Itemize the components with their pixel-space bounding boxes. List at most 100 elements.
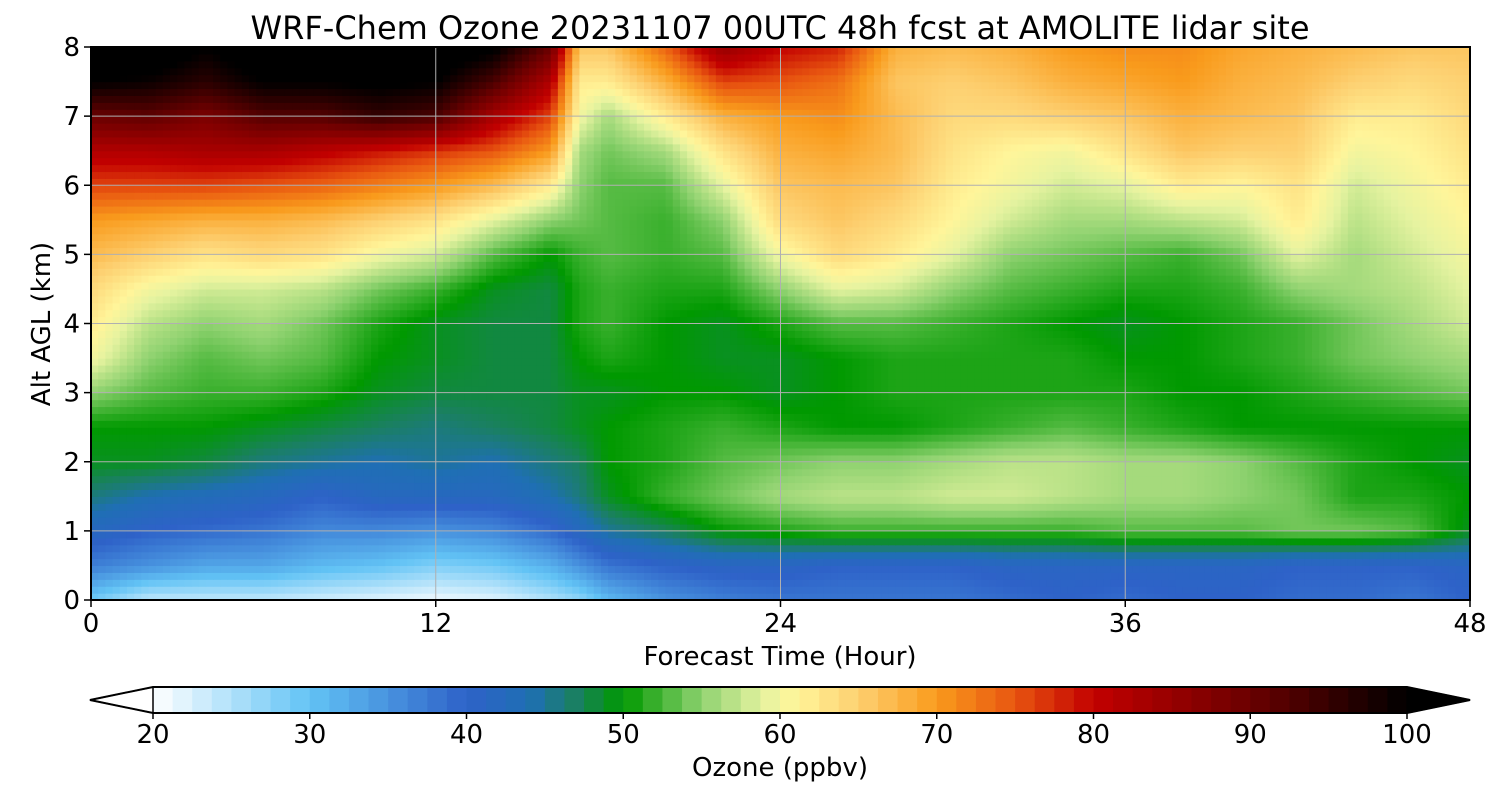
heatmap-cell (687, 503, 695, 511)
heatmap-cell (600, 537, 609, 546)
heatmap-cell (1455, 447, 1464, 456)
heatmap-cell (414, 468, 422, 477)
heatmap-cell (744, 420, 753, 428)
heatmap-cell (974, 496, 983, 504)
heatmap-cell (1060, 530, 1069, 539)
heatmap-cell (744, 565, 753, 573)
heatmap-cell (651, 523, 659, 532)
heatmap-cell (198, 565, 207, 573)
heatmap-cell (1247, 551, 1256, 560)
heatmap-cell (270, 530, 279, 539)
heatmap-cell (708, 454, 717, 463)
heatmap-cell (873, 434, 882, 442)
heatmap-cell (198, 475, 207, 484)
heatmap-cell (629, 544, 638, 553)
heatmap-cell (730, 558, 738, 567)
heatmap-cell (306, 420, 315, 428)
heatmap-cell (1333, 461, 1342, 470)
heatmap-cell (909, 434, 918, 442)
heatmap-cell (1003, 579, 1011, 587)
heatmap-cell (1182, 482, 1191, 490)
heatmap-cell (1340, 475, 1349, 484)
heatmap-cell (1024, 544, 1033, 553)
heatmap-cell (995, 475, 1004, 484)
heatmap-cell (1053, 496, 1062, 504)
heatmap-cell (292, 461, 300, 470)
heatmap-cell (213, 523, 221, 532)
heatmap-cell (773, 551, 782, 560)
heatmap-cell (1110, 593, 1119, 600)
heatmap-cell (1434, 530, 1442, 539)
heatmap-cell (363, 447, 372, 456)
heatmap-cell (1390, 586, 1399, 594)
heatmap-cell (672, 544, 681, 553)
heatmap-cell (586, 503, 595, 511)
heatmap-cell (162, 523, 171, 532)
heatmap-cell (356, 544, 365, 553)
heatmap-cell (902, 489, 911, 497)
heatmap-cell (1074, 586, 1083, 594)
heatmap-cell (363, 558, 372, 567)
heatmap-cell (1110, 427, 1119, 435)
heatmap-cell (658, 434, 667, 442)
heatmap-cell (284, 447, 293, 456)
heatmap-cell (205, 468, 214, 477)
heatmap-cell (1405, 461, 1414, 470)
heatmap-cell (1290, 551, 1299, 560)
heatmap-cell (1247, 586, 1256, 594)
heatmap-cell (112, 572, 121, 580)
heatmap-cell (177, 586, 185, 594)
heatmap-cell (392, 551, 401, 560)
heatmap-cell (708, 461, 717, 470)
heatmap-cell (1139, 537, 1148, 546)
heatmap-cell (579, 510, 588, 518)
heatmap-cell (744, 572, 753, 580)
heatmap-cell (378, 558, 387, 567)
heatmap-cell (1383, 427, 1392, 435)
heatmap-cell (1197, 489, 1205, 497)
heatmap-cell (170, 517, 178, 525)
heatmap-cell (636, 454, 645, 463)
heatmap-cell (1405, 530, 1414, 539)
heatmap-cell (349, 503, 358, 511)
heatmap-cell (543, 503, 552, 511)
heatmap-cell (220, 420, 229, 428)
heatmap-cell (1039, 558, 1047, 567)
heatmap-cell (105, 489, 114, 497)
heatmap-cell (1060, 537, 1069, 546)
heatmap-cell (1362, 510, 1371, 518)
heatmap-cell (1333, 475, 1342, 484)
heatmap-cell (1247, 544, 1256, 553)
heatmap-cell (1240, 523, 1248, 532)
heatmap-cell (1197, 447, 1205, 456)
heatmap-cell (177, 579, 185, 587)
heatmap-cell (1232, 420, 1241, 428)
heatmap-cell (881, 434, 889, 442)
heatmap-cell (335, 593, 343, 600)
heatmap-cell (1398, 496, 1406, 504)
heatmap-cell (529, 468, 537, 477)
heatmap-cell (766, 468, 774, 477)
heatmap-cell (371, 420, 379, 428)
heatmap-cell (672, 593, 681, 600)
heatmap-cell (1448, 489, 1457, 497)
heatmap-cell (1161, 510, 1169, 518)
heatmap-cell (126, 551, 135, 560)
heatmap-cell (536, 503, 545, 511)
heatmap-cell (1419, 454, 1428, 463)
heatmap-cell (888, 461, 897, 470)
heatmap-cell (565, 510, 573, 518)
heatmap-cell (550, 454, 559, 463)
heatmap-cell (220, 523, 229, 532)
heatmap-cell (399, 420, 408, 428)
heatmap-cell (1003, 475, 1011, 484)
heatmap-cell (608, 503, 616, 511)
heatmap-cell (550, 593, 559, 600)
heatmap-cell (787, 565, 796, 573)
heatmap-cell (1225, 482, 1234, 490)
heatmap-cell (1383, 454, 1392, 463)
heatmap-cell (780, 454, 789, 463)
heatmap-cell (866, 586, 875, 594)
heatmap-cell (995, 551, 1004, 560)
heatmap-cell (787, 537, 796, 546)
